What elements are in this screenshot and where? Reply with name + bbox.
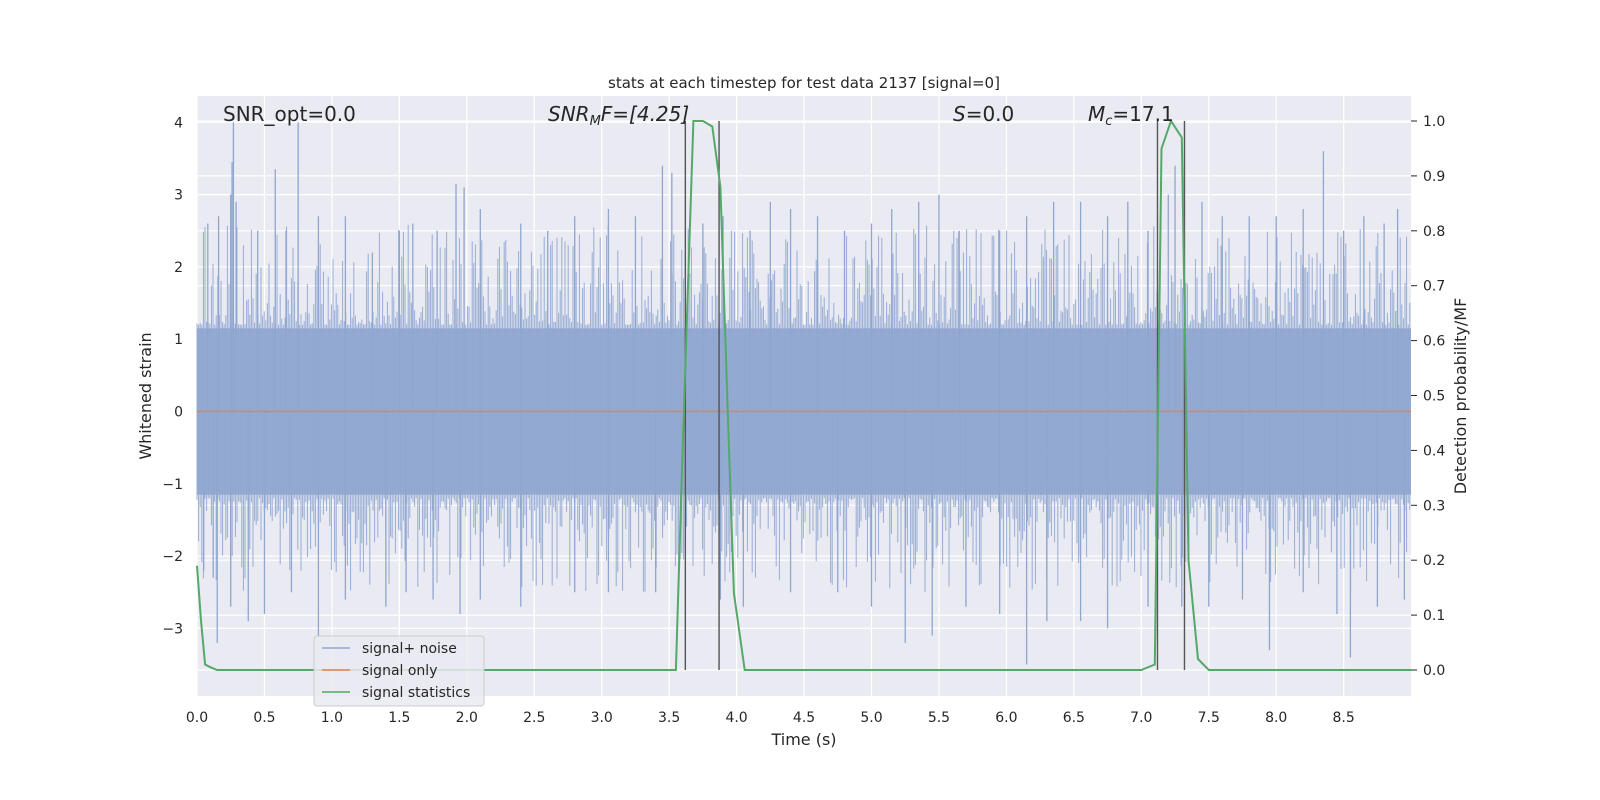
x-tick-label: 3.0	[591, 710, 613, 726]
s-val: =0.0	[966, 102, 1015, 126]
x-tick-label: 8.0	[1265, 710, 1287, 726]
annotation-mc: Mc=17.1	[1088, 102, 1174, 129]
y-right-tick-label: 0.7	[1423, 279, 1445, 295]
legend-label-signal-statistics: signal statistics	[362, 685, 470, 701]
y-right-tick-label: 1.0	[1423, 114, 1445, 130]
snr-mf-sub: M	[590, 114, 601, 129]
y-right-axis-ticks: 1.0 0.9 0.8 0.7 0.6 0.5 0.4 0.3 0.2 0.1 0.0	[1411, 114, 1445, 679]
y-right-axis-label: Detection probability/MF	[1451, 298, 1470, 495]
y-right-tick-label: 0.2	[1423, 553, 1445, 569]
y-right-tick-label: 0.1	[1423, 608, 1445, 624]
x-tick-label: 0.5	[253, 710, 275, 726]
x-tick-label: 6.5	[1063, 710, 1085, 726]
y-left-tick-label: 0	[174, 405, 183, 421]
legend-box	[313, 635, 485, 707]
x-axis-label: Time (s)	[770, 730, 836, 749]
y-left-tick-label: 4	[174, 115, 183, 131]
chart-title: stats at each timestep for test data 213…	[608, 74, 1000, 92]
y-right-tick-label: 0.8	[1423, 224, 1445, 240]
annotation-snr-opt: SNR_opt=0.0	[223, 102, 356, 126]
y-left-tick-label: 1	[174, 332, 183, 348]
x-tick-label: 4.5	[793, 710, 815, 726]
x-tick-label: 3.5	[658, 710, 680, 726]
x-tick-label: 5.5	[928, 710, 950, 726]
y-right-tick-label: 0.3	[1423, 498, 1445, 514]
x-tick-label: 2.0	[456, 710, 478, 726]
x-tick-label: 4.0	[725, 710, 747, 726]
y-left-tick-label: −1	[162, 477, 183, 493]
y-right-tick-label: 0.0	[1423, 663, 1445, 679]
y-left-tick-label: 2	[174, 260, 183, 276]
y-left-axis-label: Whitened strain	[136, 332, 155, 459]
y-right-tick-label: 0.5	[1423, 389, 1445, 405]
mc-var: M	[1088, 102, 1105, 126]
y-right-tick-label: 0.9	[1423, 169, 1445, 185]
x-tick-label: 2.5	[523, 710, 545, 726]
x-tick-label: 1.0	[321, 710, 343, 726]
s-var: S	[953, 102, 966, 126]
mc-val: =17.1	[1112, 102, 1173, 126]
x-tick-label: 1.5	[388, 710, 410, 726]
annotation-snr-mf: SNRMF=[4.25]	[548, 102, 689, 129]
mc-sub: c	[1105, 114, 1112, 129]
series-signal-noise	[196, 122, 1411, 665]
annotation-s: S=0.0	[953, 102, 1014, 126]
x-tick-label: 5.0	[860, 710, 882, 726]
y-left-tick-label: −2	[162, 549, 183, 565]
snr-mf-main: SNR	[548, 102, 590, 126]
y-right-tick-label: 0.4	[1423, 443, 1445, 459]
x-tick-label: 0.0	[186, 710, 208, 726]
x-axis-ticks: 0.0 0.5 1.0 1.5 2.0 2.5 3.0 3.5 4.0 4.5 5.0 5.5 6.0 6…	[186, 710, 1355, 726]
legend-label-signal-only: signal only	[362, 663, 437, 679]
y-right-tick-label: 0.6	[1423, 334, 1445, 350]
x-tick-label: 8.5	[1333, 710, 1355, 726]
y-left-tick-label: −3	[162, 621, 183, 637]
legend-label-signal-noise: signal+ noise	[362, 641, 457, 657]
x-tick-label: 6.0	[995, 710, 1017, 726]
signal-statistics-line	[196, 118, 1412, 671]
series-signal-statistics	[196, 118, 1412, 671]
snr-mf-tail: F=[4.25]	[601, 102, 689, 126]
legend: signal+ noise signal only signal statist…	[313, 635, 485, 707]
y-left-axis-ticks: 4 3 2 1 0 −1 −2 −3	[162, 115, 183, 637]
x-tick-label: 7.5	[1198, 710, 1220, 726]
x-tick-label: 7.0	[1130, 710, 1152, 726]
y-left-tick-label: 3	[174, 188, 183, 204]
